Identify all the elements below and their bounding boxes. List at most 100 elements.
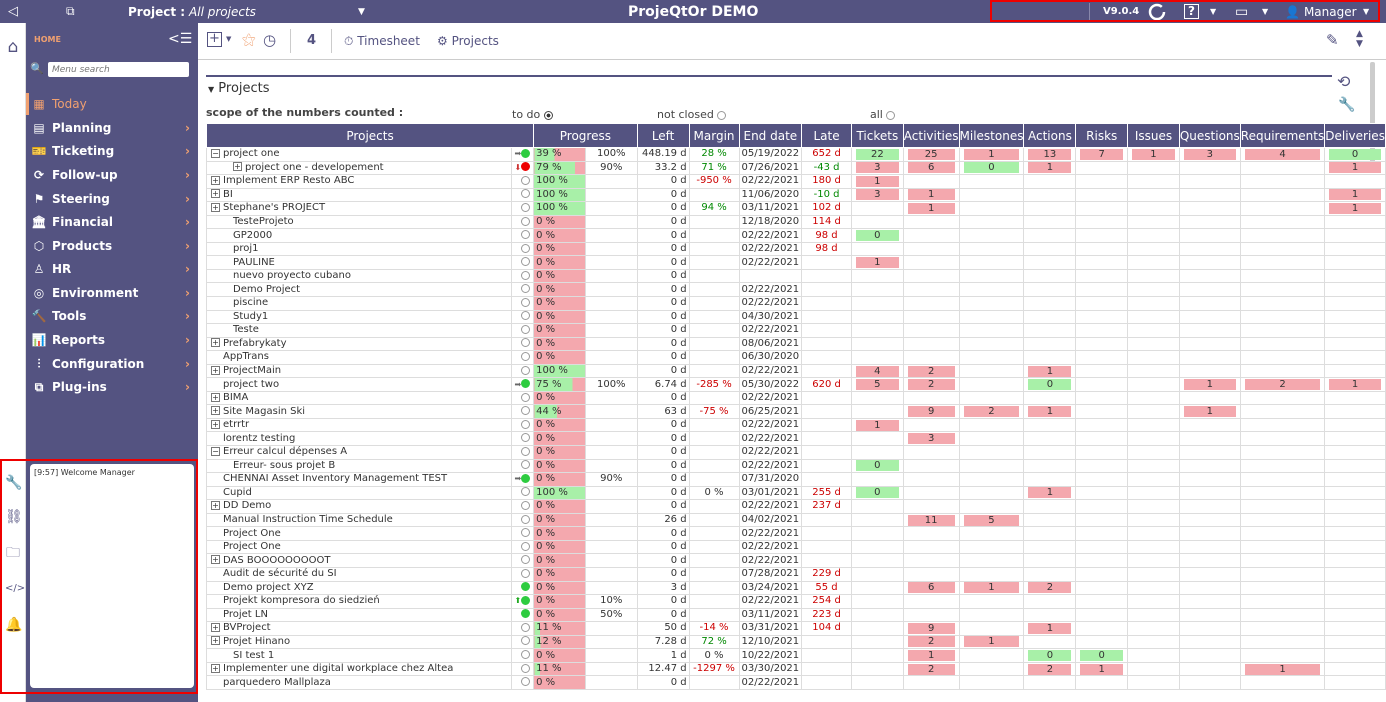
- table-row[interactable]: TesteProjeto 0 % 0 d 12/18/2020 114 d: [205, 214, 1386, 230]
- table-row[interactable]: proj1 0 % 0 d 02/22/2021 98 d: [205, 241, 1386, 257]
- deliveries-count-cell[interactable]: 1: [1324, 201, 1386, 216]
- actions-count[interactable]: 1: [1028, 365, 1072, 377]
- user-dropdown-icon[interactable]: ▼: [1363, 7, 1370, 16]
- actions-count[interactable]: 1: [1028, 487, 1072, 499]
- expand-toggle-icon[interactable]: +: [211, 406, 220, 416]
- project-name[interactable]: CHENNAI Asset Inventory Management TEST: [223, 473, 448, 485]
- actions-count[interactable]: 1: [1028, 622, 1072, 634]
- project-name-cell[interactable]: + Projet Hinano: [205, 634, 513, 650]
- actions-count[interactable]: 0: [1028, 379, 1072, 391]
- tickets-count[interactable]: 5: [855, 379, 899, 391]
- expand-toggle-icon[interactable]: +: [211, 392, 220, 402]
- activities-count-cell[interactable]: 2: [902, 661, 960, 677]
- project-name[interactable]: project one: [223, 148, 280, 160]
- project-name-cell[interactable]: proj1: [205, 241, 513, 257]
- project-name[interactable]: project one - developement: [245, 161, 384, 173]
- tickets-count-cell[interactable]: 0: [850, 458, 904, 474]
- project-name[interactable]: Implement ERP Resto ABC: [223, 175, 355, 187]
- wrench-settings-icon[interactable]: 🔧: [1338, 97, 1356, 113]
- project-name-cell[interactable]: piscine: [205, 296, 513, 311]
- tickets-count[interactable]: 4: [855, 365, 899, 377]
- expand-toggle-icon[interactable]: +: [211, 419, 220, 429]
- project-name-cell[interactable]: + DAS BOOOOOOOOOT: [205, 553, 513, 568]
- table-row[interactable]: − project one ➡ 39 % 100% 448.19 d 28 % 05/19/2…: [205, 147, 1386, 162]
- table-row[interactable]: Study1 0 % 0 d 04/30/2021: [205, 309, 1386, 325]
- project-name[interactable]: piscine: [233, 297, 269, 309]
- menu-item-steering[interactable]: ⚑ Steering ›: [26, 188, 198, 210]
- table-row[interactable]: nuevo proyecto cubano 0 % 0 d: [205, 268, 1386, 284]
- requirements-count-cell[interactable]: 1: [1239, 661, 1326, 677]
- project-name-cell[interactable]: + BI: [205, 187, 513, 203]
- actions-count-cell[interactable]: 1: [1023, 363, 1077, 379]
- project-name-cell[interactable]: + etrrtr: [205, 417, 513, 433]
- risks-count[interactable]: 1: [1080, 663, 1124, 675]
- help-button[interactable]: ?: [1184, 0, 1199, 23]
- tickets-count[interactable]: 1: [855, 257, 899, 269]
- activities-count-cell[interactable]: 6: [902, 160, 960, 176]
- bookmark-icon[interactable]: ⚝: [242, 32, 256, 48]
- expand-toggle-icon[interactable]: +: [211, 500, 220, 510]
- table-row[interactable]: Project One 0 % 0 d 02/22/2021: [205, 539, 1386, 555]
- table-row[interactable]: + etrrtr 0 % 0 d 02/22/2021 1: [205, 417, 1386, 433]
- project-name[interactable]: Site Magasin Ski: [223, 405, 306, 417]
- tickets-count-cell[interactable]: 1: [850, 417, 904, 433]
- requirements-count[interactable]: 2: [1244, 379, 1321, 391]
- table-row[interactable]: CHENNAI Asset Inventory Management TEST ➡…: [205, 472, 1386, 487]
- table-row[interactable]: Audit de sécurité du SI 0 % 0 d 07/28/2021 2…: [205, 566, 1386, 582]
- project-name-cell[interactable]: + ProjectMain: [205, 363, 513, 379]
- activities-count-cell[interactable]: 1: [902, 648, 960, 663]
- activities-count[interactable]: 2: [907, 365, 955, 377]
- table-row[interactable]: + project one - developement ⬇ 79 % 90% 33.2 …: [205, 160, 1386, 176]
- requirements-count-cell[interactable]: 2: [1239, 377, 1326, 392]
- project-name[interactable]: parquedero Mallplaza: [223, 676, 331, 688]
- tickets-count-cell[interactable]: 3: [850, 160, 904, 176]
- deliveries-count-cell[interactable]: 0: [1324, 147, 1386, 162]
- activities-count-cell[interactable]: 2: [902, 634, 960, 650]
- project-name[interactable]: nuevo proyecto cubano: [233, 270, 351, 282]
- project-name-cell[interactable]: Erreur- sous projet B: [205, 458, 513, 474]
- tickets-count-cell[interactable]: 22: [850, 147, 904, 162]
- table-row[interactable]: Project One 0 % 0 d 02/22/2021: [205, 526, 1386, 541]
- timesheet-link[interactable]: ⏱ Timesheet: [344, 34, 420, 48]
- sort-arrows-icon[interactable]: ▲ ▼: [1356, 29, 1363, 49]
- milestones-count[interactable]: 0: [963, 162, 1020, 174]
- activities-count[interactable]: 6: [907, 582, 955, 594]
- activities-count-cell[interactable]: 2: [902, 377, 960, 392]
- project-name-cell[interactable]: + Prefabrykaty: [205, 336, 513, 352]
- menu-item-tools[interactable]: 🔨 Tools ›: [26, 305, 198, 327]
- activities-count-cell[interactable]: 1: [902, 201, 960, 216]
- table-row[interactable]: + Projet Hinano 12 % 7.28 d 72 % 12/10/2021 2 1: [205, 634, 1386, 650]
- project-name-cell[interactable]: + Stephane's PROJECT: [205, 201, 513, 216]
- activities-count[interactable]: 9: [907, 622, 955, 634]
- table-row[interactable]: + DAS BOOOOOOOOOT 0 % 0 d 02/22/2021: [205, 553, 1386, 568]
- requirements-count[interactable]: 4: [1244, 148, 1321, 160]
- actions-count-cell[interactable]: 2: [1023, 580, 1077, 596]
- risks-count[interactable]: 7: [1080, 148, 1124, 160]
- monitor-dropdown-icon[interactable]: ▼: [1262, 7, 1269, 16]
- project-name-cell[interactable]: + DD Demo: [205, 499, 513, 514]
- project-name-cell[interactable]: + Implementer une digital workplace chez …: [205, 661, 513, 677]
- project-name[interactable]: lorentz testing: [223, 432, 296, 444]
- menu-search-input[interactable]: [48, 62, 189, 77]
- tickets-count-cell[interactable]: 3: [850, 187, 904, 203]
- activities-count[interactable]: 1: [907, 202, 955, 214]
- table-row[interactable]: piscine 0 % 0 d 02/22/2021: [205, 296, 1386, 311]
- expand-toggle-icon[interactable]: +: [211, 555, 220, 565]
- actions-count[interactable]: 0: [1028, 650, 1072, 661]
- scrollbar[interactable]: [1370, 62, 1375, 172]
- project-name-cell[interactable]: AppTrans: [205, 350, 513, 365]
- table-row[interactable]: PAULINE 0 % 0 d 02/22/2021 1: [205, 255, 1386, 270]
- project-name[interactable]: Project One: [223, 527, 281, 539]
- project-name-cell[interactable]: Project One: [205, 539, 513, 555]
- questions-count[interactable]: 1: [1183, 406, 1236, 418]
- menu-item-planning[interactable]: ▤ Planning ›: [26, 117, 198, 139]
- project-name-cell[interactable]: project two: [205, 377, 513, 392]
- project-name[interactable]: Projekt kompresora do siedzień: [223, 595, 380, 607]
- table-row[interactable]: project two ➡ 75 % 100% 6.74 d -285 % 05/30/20…: [205, 377, 1386, 392]
- actions-count[interactable]: 1: [1028, 406, 1072, 418]
- project-name-cell[interactable]: Project One: [205, 526, 513, 541]
- questions-count[interactable]: 3: [1183, 148, 1236, 160]
- project-name[interactable]: ProjectMain: [223, 365, 282, 377]
